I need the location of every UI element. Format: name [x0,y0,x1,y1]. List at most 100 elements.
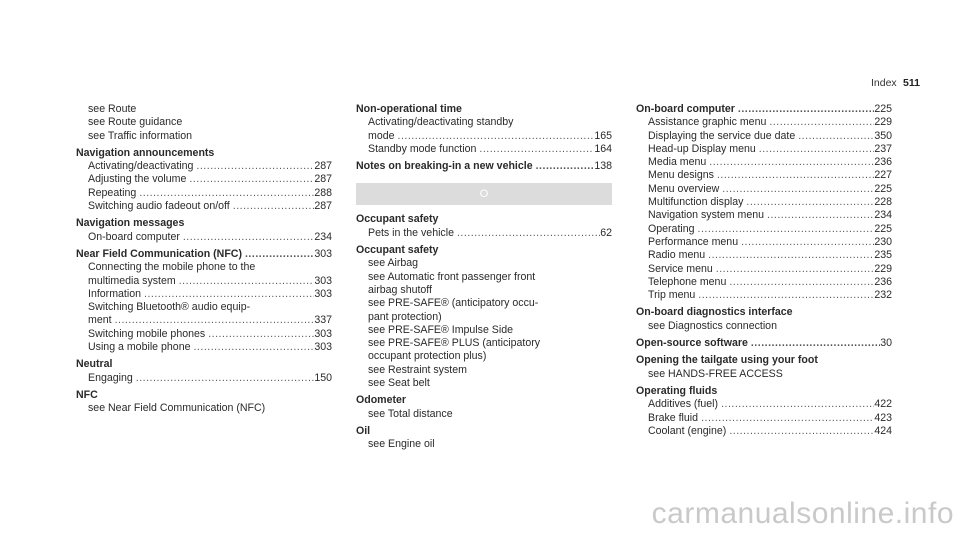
index-entry-text: NFC [76,388,98,401]
index-entry-text: mode [368,129,395,142]
dot-leader [726,276,874,289]
index-subentry: Navigation system menu 234 [636,209,892,222]
index-entry-text: Switching Bluetooth® audio equip- [88,301,251,314]
index-page-ref: 236 [874,275,892,288]
index-entry-text: On-board computer [88,230,180,243]
index-page-ref: 165 [594,129,612,142]
dot-leader [176,275,315,288]
index-entry-text: Switching mobile phones [88,327,206,340]
dot-leader [112,314,315,327]
index-subentry: see Seat belt [356,377,612,390]
index-entry-text: multimedia system [88,274,176,287]
index-page-ref: 237 [874,142,892,155]
index-subentry: see Automatic front passenger front [356,271,612,284]
dot-leader [230,200,315,213]
index-subentry: Telephone menu 236 [636,276,892,289]
index-subentry: Service menu 229 [636,263,892,276]
index-entry-text: ment [88,314,112,327]
index-entry-text: Using a mobile phone [88,341,191,354]
dot-leader [718,398,874,411]
index-entry-text: Head-up Display menu [648,142,756,155]
index-subentry: Standby mode function 164 [356,143,612,156]
index-column-2: Non-operational time Activating/deactivat… [356,103,612,452]
index-subentry: see Traffic information [76,130,332,143]
index-page-ref: 232 [874,289,892,302]
index-entry-heading: Open-source software 30 [636,337,892,350]
index-subentry: see Near Field Communication (NFC) [76,402,332,415]
index-entry-text: Non-operational time [356,103,462,115]
dot-leader [180,231,314,244]
dot-leader [533,160,595,173]
index-entry-text: Near Field Communication (NFC) [76,247,242,260]
index-entry-text: see Seat belt [368,377,430,390]
index-subentry: airbag shutoff [356,284,612,297]
index-entry-text: see Engine oil [368,438,435,451]
dot-leader [766,116,874,129]
index-subentry: multimedia system 303 [76,275,332,288]
index-page-ref: 235 [874,249,892,262]
index-page-ref: 229 [874,262,892,275]
index-subentry: see Diagnostics connection [636,320,892,333]
index-entry-heading: Opening the tailgate using your foot [636,354,892,367]
index-entry-text: Menu overview [648,182,720,195]
index-entry-text: see Automatic front passenger front [368,270,536,283]
index-subentry: Assistance graphic menu 229 [636,116,892,129]
index-subentry: Connecting the mobile phone to the [76,261,332,274]
dot-leader [454,227,600,240]
index-subentry: Operating 225 [636,223,892,236]
index-subentry: see Airbag [356,257,612,270]
index-subentry: Trip menu 232 [636,289,892,302]
index-page-ref: 287 [314,173,332,186]
index-subentry: Switching audio fadeout on/off 287 [76,200,332,213]
index-entry-text: Performance menu [648,235,739,248]
index-page-ref: 164 [594,142,612,155]
index-subentry: Radio menu 235 [636,249,892,262]
index-subentry: Multifunction display 228 [636,196,892,209]
index-entry-text: Neutral [76,358,113,371]
index-entry-text: see PRE-SAFE® (anticipatory occu- [368,297,539,310]
index-entry-text: pant protection) [368,310,442,323]
index-subentry: see PRE-SAFE® (anticipatory occu- [356,297,612,310]
index-subentry: Menu overview 225 [636,183,892,196]
index-page-ref: 303 [314,247,332,260]
dot-leader [795,130,874,143]
dot-leader [735,103,874,116]
index-page-ref: 150 [314,371,332,384]
index-entry-text: Operating fluids [636,384,718,397]
index-page-ref: 234 [874,209,892,222]
index-page-ref: 225 [874,103,892,115]
index-entry-text: Occupant safety [356,213,439,226]
index-page-ref: 303 [314,274,332,287]
index-subentry: Repeating 288 [76,187,332,200]
index-entry-heading: Oil [356,425,612,438]
dot-leader [695,223,875,236]
index-subentry: Media menu 236 [636,156,892,169]
index-subentry: Coolant (engine) 424 [636,425,892,438]
index-subentry: see Route guidance [76,116,332,129]
index-entry-text: Information [88,287,141,300]
index-entry-heading: Near Field Communication (NFC) 303 [76,248,332,261]
running-header-section: Index [871,77,897,89]
index-subentry: see PRE-SAFE® PLUS (anticipatory [356,337,612,350]
index-page-ref: 225 [874,222,892,235]
index-entry-text: see Route [88,103,137,115]
index-subentry: occupant protection plus) [356,350,612,363]
index-subentry: Switching Bluetooth® audio equip- [76,301,332,314]
page-number: 511 [903,77,920,89]
index-entry-heading: Non-operational time [356,103,612,116]
index-column-3: On-board computer225Assistance graphic m… [636,103,892,438]
dot-leader [205,328,314,341]
index-subentry: see HANDS-FREE ACCESS [636,368,892,381]
index-subentry: Using a mobile phone 303 [76,341,332,354]
index-page-ref: 228 [874,196,892,209]
dot-leader [698,412,874,425]
index-page-ref: 62 [600,226,612,239]
index-entry-text: see HANDS-FREE ACCESS [648,367,783,380]
dot-leader [395,130,595,143]
index-entry-heading: On-board diagnostics interface [636,306,892,319]
index-subentry: On-board computer 234 [76,231,332,244]
index-entry-heading: Occupant safety [356,213,612,226]
index-page-ref: 225 [874,182,892,195]
index-entry-text: Engaging [88,371,133,384]
dot-leader [193,160,314,173]
